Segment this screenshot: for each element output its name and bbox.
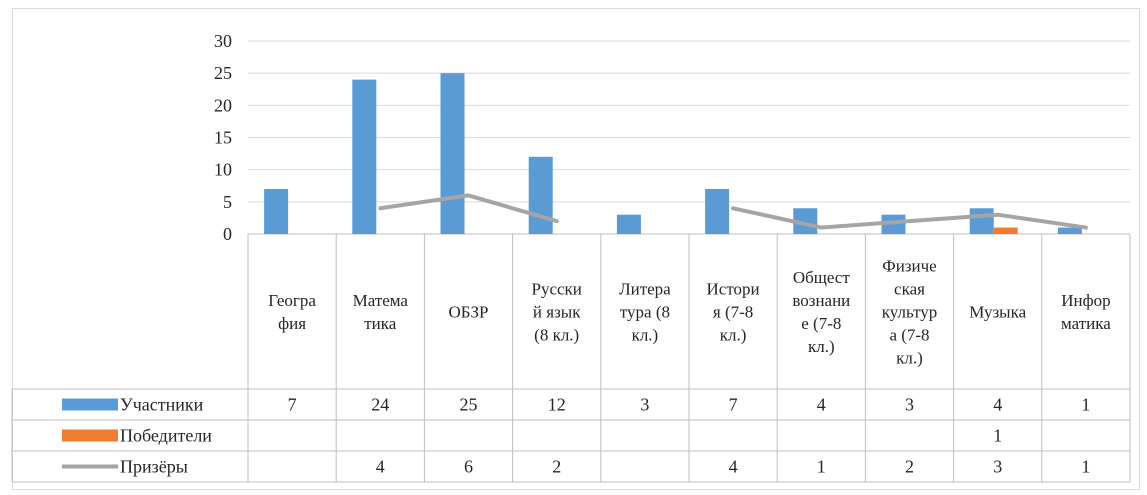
bars (264, 73, 1082, 235)
bar (440, 73, 465, 235)
category-label: Общест вознани е (7-8 кл.) (792, 268, 850, 356)
y-tick-label: 5 (223, 192, 232, 212)
data-label: 4 (729, 457, 738, 477)
data-label: 3 (993, 457, 1002, 477)
bar (616, 214, 641, 234)
y-tick-label: 30 (214, 31, 232, 51)
gridlines (248, 40, 1130, 235)
data-label: 25 (460, 395, 478, 415)
data-table: Геогра фия Матема тика ОБЗР Русски й язык (8 кл… (11, 234, 1131, 483)
category-label: Истори я (7-8 кл.) (707, 279, 760, 344)
bar (969, 208, 994, 234)
bar (881, 214, 906, 234)
data-label: 1 (1081, 457, 1090, 477)
category-label: Литера тура (8 кл.) (619, 279, 671, 344)
data-label: 6 (464, 457, 473, 477)
chart-frame (12, 8, 1140, 490)
data-label: 2 (905, 457, 914, 477)
category-label: Геогра фия (268, 291, 316, 333)
data-label: 4 (993, 395, 1002, 415)
series-lines (378, 193, 1088, 230)
bar (528, 156, 553, 234)
data-label: 1 (817, 457, 826, 477)
legend-label: Участники (120, 395, 204, 415)
series-line (378, 193, 559, 224)
bar (352, 79, 377, 234)
category-label: Инфор матика (1061, 291, 1111, 333)
bar (993, 227, 1018, 234)
y-tick-label: 20 (214, 95, 232, 115)
legend-key (62, 429, 118, 442)
data-label: 4 (376, 457, 385, 477)
category-label: ОБЗР (448, 302, 488, 321)
data-label: 7 (288, 395, 297, 415)
category-label: Физиче ская культур а (7-8 кл.) (882, 256, 938, 367)
legend-key (62, 398, 118, 411)
y-tick-label: 25 (214, 63, 232, 83)
legend-label: Победители (120, 426, 212, 446)
data-label: 2 (552, 457, 561, 477)
bar (264, 188, 289, 234)
data-label: 1 (993, 426, 1002, 446)
y-tick-label: 0 (223, 224, 232, 244)
category-label: Музыка (969, 302, 1026, 321)
category-label: Русски й язык (8 кл.) (531, 279, 581, 344)
data-label: 24 (371, 395, 389, 415)
series-line (731, 206, 1088, 230)
data-label: 1 (1081, 395, 1090, 415)
legend-label: Призёры (120, 457, 188, 477)
y-tick-label: 15 (214, 128, 232, 148)
data-label: 3 (905, 395, 914, 415)
y-axis-ticks: 0 5 10 15 20 25 30 (214, 31, 232, 244)
data-label: 3 (640, 395, 649, 415)
data-label: 7 (729, 395, 738, 415)
data-label: 4 (817, 395, 826, 415)
category-label: Матема тика (353, 291, 409, 333)
y-tick-label: 10 (214, 160, 232, 180)
data-label: 12 (548, 395, 566, 415)
bar (705, 188, 730, 234)
bar (1057, 227, 1082, 234)
